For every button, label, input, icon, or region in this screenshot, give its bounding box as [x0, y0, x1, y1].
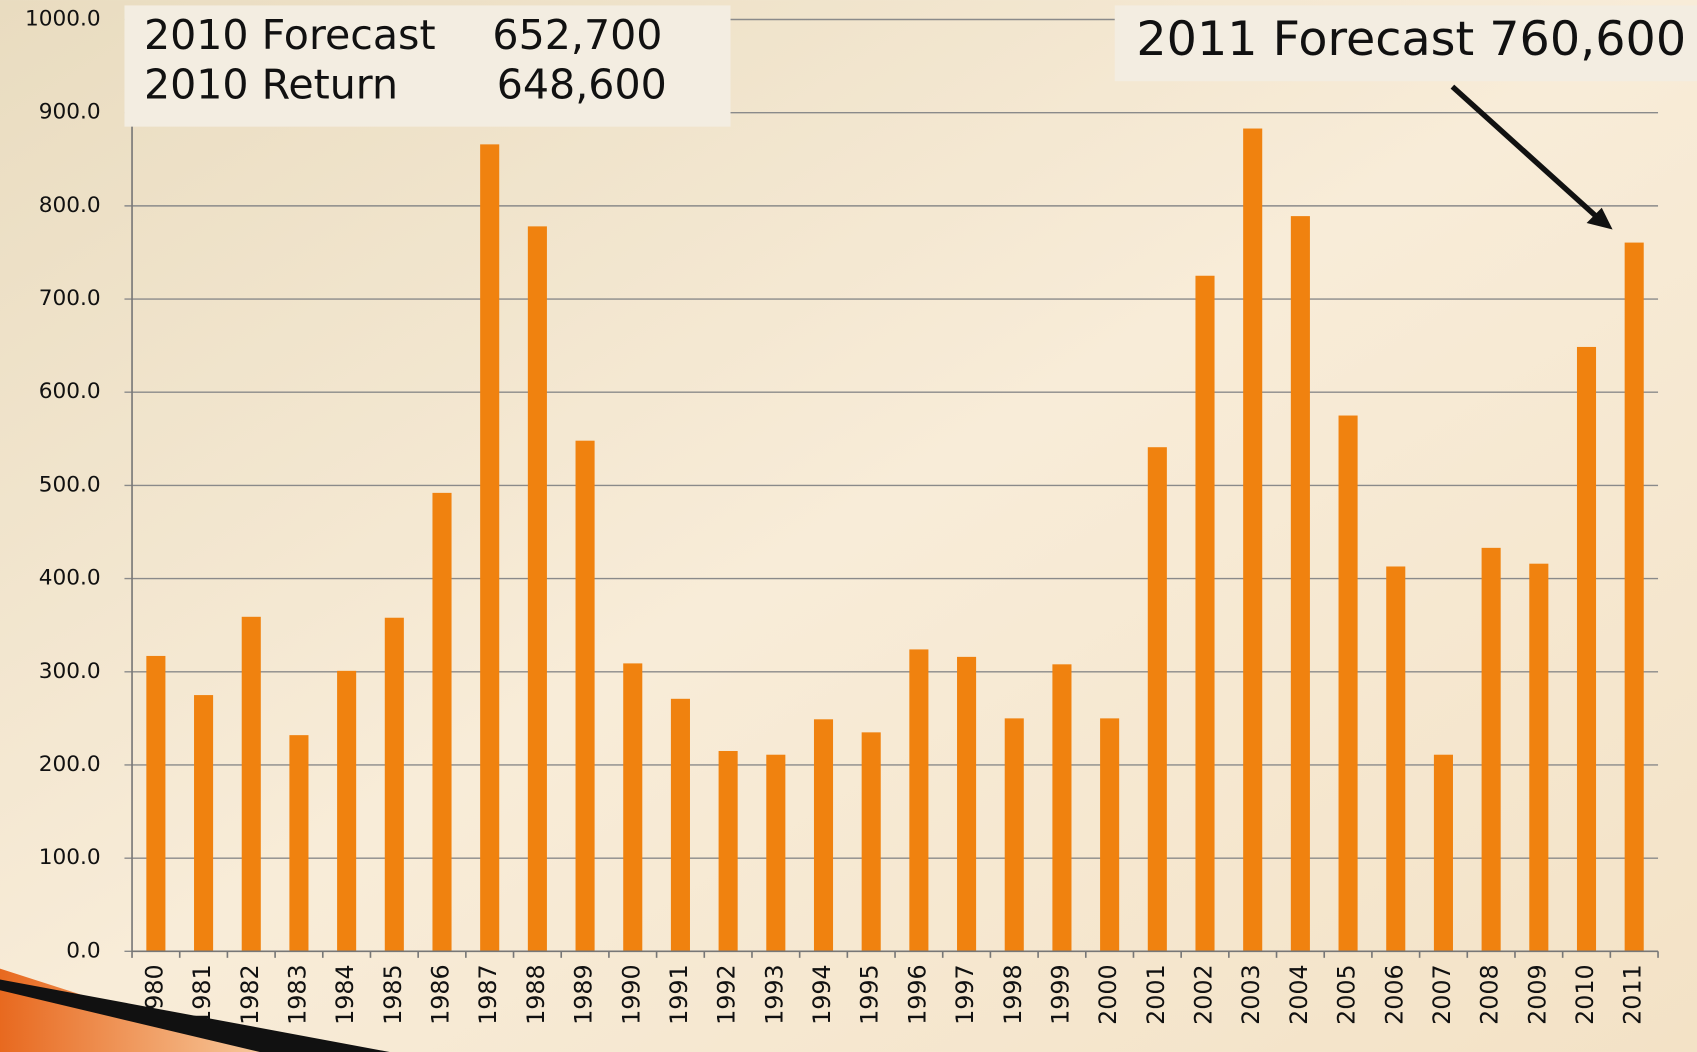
x-tick-label: 1982 — [236, 964, 264, 1025]
x-tick-label: 2006 — [1380, 964, 1408, 1025]
bar — [385, 618, 404, 952]
bar — [146, 656, 165, 951]
x-tick-label: 2001 — [1142, 964, 1170, 1025]
bar — [337, 671, 356, 951]
bar — [1529, 564, 1548, 952]
y-tick-label: 300.0 — [39, 659, 101, 684]
bar — [1482, 548, 1501, 951]
bar — [1434, 755, 1453, 952]
annotation: 652,700 — [492, 11, 662, 59]
x-tick-label: 1984 — [331, 964, 359, 1025]
x-tick-label: 1993 — [760, 964, 788, 1025]
bar — [1052, 664, 1071, 951]
annotation: 2010 Return — [144, 61, 398, 109]
x-tick-label: 1989 — [570, 964, 598, 1025]
bar — [909, 649, 928, 951]
bar — [576, 441, 595, 952]
y-tick-label: 200.0 — [39, 752, 101, 777]
y-tick-label: 1000.0 — [25, 6, 101, 31]
x-tick-label: 2007 — [1428, 964, 1456, 1025]
x-tick-label: 1992 — [713, 964, 741, 1025]
annotation: 648,600 — [497, 61, 667, 109]
x-tick-label: 1996 — [903, 964, 931, 1025]
x-tick-label: 1994 — [808, 964, 836, 1025]
bar — [1195, 276, 1214, 952]
y-tick-label: 900.0 — [39, 100, 101, 125]
bar — [957, 657, 976, 951]
bar — [1339, 416, 1358, 952]
x-tick-label: 1998 — [999, 964, 1027, 1025]
bar — [242, 617, 261, 952]
x-tick-label: 2009 — [1523, 964, 1551, 1025]
bar — [480, 144, 499, 951]
x-tick-label: 1997 — [951, 964, 979, 1025]
bar — [1005, 718, 1024, 951]
y-tick-label: 700.0 — [39, 286, 101, 311]
bar — [1100, 718, 1119, 951]
y-tick-label: 100.0 — [39, 845, 101, 870]
x-tick-label: 2010 — [1571, 964, 1599, 1025]
y-tick-label: 400.0 — [39, 566, 101, 591]
x-tick-label: 1995 — [856, 964, 884, 1025]
bar — [194, 695, 213, 951]
bar — [1386, 566, 1405, 951]
y-tick-label: 500.0 — [39, 472, 101, 497]
bar — [432, 493, 451, 951]
x-tick-label: 1988 — [522, 964, 550, 1025]
x-tick-label: 2003 — [1237, 964, 1265, 1025]
x-tick-label: 1999 — [1046, 964, 1074, 1025]
x-tick-label: 2005 — [1333, 964, 1361, 1025]
bar — [862, 732, 881, 951]
x-tick-label: 2002 — [1190, 964, 1218, 1025]
x-tick-label: 2004 — [1285, 964, 1313, 1025]
bar — [623, 663, 642, 951]
x-tick-label: 2011 — [1619, 964, 1647, 1025]
bar — [719, 751, 738, 951]
bar — [671, 699, 690, 952]
x-tick-label: 2008 — [1476, 964, 1504, 1025]
x-tick-label: 1990 — [617, 964, 645, 1025]
x-tick-label: 1991 — [665, 964, 693, 1025]
x-tick-label: 1983 — [283, 964, 311, 1025]
bar — [814, 719, 833, 951]
y-tick-label: 600.0 — [39, 379, 101, 404]
y-tick-label: 0.0 — [66, 938, 100, 963]
x-tick-label: 1987 — [474, 964, 502, 1025]
x-tick-label: 2000 — [1094, 964, 1122, 1025]
bar — [766, 755, 785, 952]
x-tick-label: 1986 — [427, 964, 455, 1025]
bar — [289, 735, 308, 951]
bar — [1243, 129, 1262, 952]
bar — [1148, 447, 1167, 951]
x-tick-label: 1985 — [379, 964, 407, 1025]
bar — [1577, 347, 1596, 951]
bar — [1291, 216, 1310, 951]
bar — [1625, 243, 1644, 952]
chart: 0.0 100.0 200.0 300.0 400.0 500.0 600.0 700.0 80… — [0, 0, 1697, 1052]
bar — [528, 226, 547, 951]
annotation: 2010 Forecast — [144, 11, 436, 59]
y-tick-label: 800.0 — [39, 193, 101, 218]
annotation: 2011 Forecast 760,600 — [1136, 12, 1686, 67]
